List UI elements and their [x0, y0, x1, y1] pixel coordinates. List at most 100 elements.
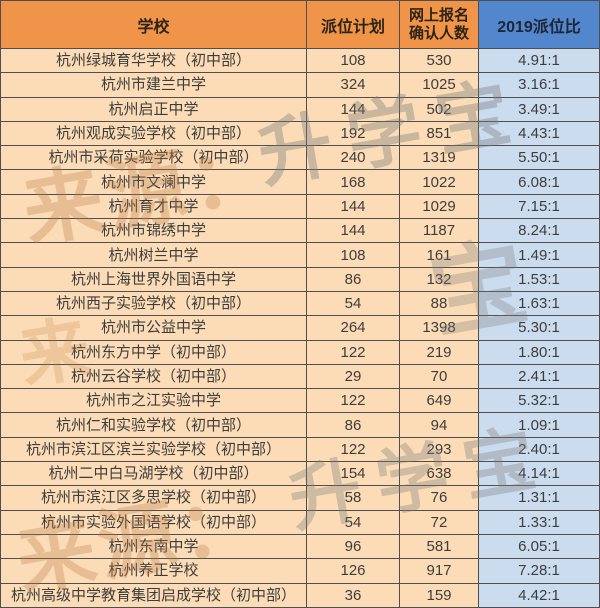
- table-row: 杭州云谷学校（初中部） 29 70 2.41:1: [1, 363, 599, 389]
- ratio-cell: 1.63:1: [478, 291, 599, 316]
- table-row: 杭州市滨江区滨兰实验学校（初中部） 122 293 2.40:1: [1, 436, 599, 462]
- table-row: 杭州仁和实验学校（初中部） 86 94 1.09:1: [1, 412, 599, 437]
- school-cell: 杭州市滨江区多思学校（初中部）: [1, 486, 306, 510]
- confirmed-cell: 219: [399, 340, 478, 364]
- plan-cell: 240: [306, 146, 399, 170]
- school-cell: 杭州绿城育华学校（初中部）: [1, 49, 306, 73]
- ratio-cell: 5.32:1: [478, 389, 599, 413]
- ratio-cell: 4.14:1: [478, 462, 599, 486]
- plan-cell: 324: [306, 73, 399, 97]
- ratio-cell: 7.15:1: [478, 194, 599, 219]
- table-row: 杭州东方中学（初中部） 122 219 1.80:1: [1, 339, 599, 364]
- confirmed-cell: 638: [399, 462, 478, 486]
- confirmed-cell: 581: [399, 534, 478, 559]
- confirmed-cell: 70: [399, 364, 478, 389]
- plan-cell: 122: [306, 340, 399, 364]
- table-row: 杭州高级中学教育集团启成学校（初中部） 36 159 4.42:1: [1, 582, 599, 607]
- school-cell: 杭州二中白马湖学校（初中部）: [1, 462, 306, 486]
- table-row: 杭州市采荷实验学校（初中部） 240 1319 5.50:1: [1, 145, 599, 170]
- table-row: 杭州西子实验学校（初中部） 54 88 1.63:1: [1, 290, 599, 316]
- confirmed-cell: 72: [399, 510, 478, 534]
- plan-cell: 144: [306, 219, 399, 243]
- school-cell: 杭州市之江实验中学: [1, 389, 306, 413]
- plan-cell: 96: [306, 534, 399, 559]
- confirmed-cell: 132: [399, 267, 478, 291]
- table-header-row: 学校 派位计划 网上报名 确认人数 2019派位比: [1, 1, 599, 49]
- plan-cell: 108: [306, 49, 399, 73]
- school-cell: 杭州东方中学（初中部）: [1, 340, 306, 364]
- header-plan: 派位计划: [306, 1, 399, 48]
- header-ratio: 2019派位比: [478, 1, 599, 48]
- ratio-cell: 4.42:1: [478, 583, 599, 607]
- plan-cell: 126: [306, 559, 399, 583]
- ratio-cell: 2.41:1: [478, 364, 599, 389]
- plan-cell: 86: [306, 267, 399, 291]
- ratio-cell: 8.24:1: [478, 219, 599, 243]
- confirmed-cell: 1029: [399, 194, 478, 219]
- table-row: 杭州育才中学 144 1029 7.15:1: [1, 193, 599, 219]
- confirmed-cell: 851: [399, 121, 478, 146]
- ratio-cell: 3.49:1: [478, 97, 599, 121]
- ratio-cell: 2.40:1: [478, 437, 599, 462]
- school-cell: 杭州市建兰中学: [1, 73, 306, 97]
- confirmed-cell: 161: [399, 243, 478, 267]
- school-cell: 杭州仁和实验学校（初中部）: [1, 413, 306, 437]
- plan-cell: 54: [306, 510, 399, 534]
- plan-cell: 122: [306, 437, 399, 462]
- table-row: 杭州市实验外国语学校（初中部） 54 72 1.33:1: [1, 509, 599, 534]
- plan-cell: 29: [306, 364, 399, 389]
- ratio-cell: 7.28:1: [478, 559, 599, 583]
- school-cell: 杭州观成实验学校（初中部）: [1, 121, 306, 146]
- school-cell: 杭州启正中学: [1, 97, 306, 121]
- school-cell: 杭州育才中学: [1, 194, 306, 219]
- school-cell: 杭州上海世界外国语中学: [1, 267, 306, 291]
- confirmed-cell: 159: [399, 583, 478, 607]
- table-row: 杭州市建兰中学 324 1025 3.16:1: [1, 72, 599, 97]
- table-row: 杭州养正学校 126 917 7.28:1: [1, 558, 599, 583]
- header-school: 学校: [1, 1, 306, 48]
- school-cell: 杭州树兰中学: [1, 243, 306, 267]
- ratio-cell: 6.08:1: [478, 170, 599, 194]
- confirmed-cell: 94: [399, 413, 478, 437]
- table-row: 杭州市滨江区多思学校（初中部） 58 76 1.31:1: [1, 485, 599, 510]
- plan-cell: 168: [306, 170, 399, 194]
- plan-cell: 108: [306, 243, 399, 267]
- confirmed-cell: 1398: [399, 316, 478, 340]
- table-row: 杭州市之江实验中学 122 649 5.32:1: [1, 388, 599, 413]
- confirmed-cell: 917: [399, 559, 478, 583]
- ratio-cell: 4.43:1: [478, 121, 599, 146]
- ratio-cell: 1.49:1: [478, 243, 599, 267]
- header-confirmed: 网上报名 确认人数: [399, 1, 478, 48]
- plan-cell: 86: [306, 413, 399, 437]
- confirmed-cell: 530: [399, 49, 478, 73]
- confirmed-cell: 649: [399, 389, 478, 413]
- table-row: 杭州市文澜中学 168 1022 6.08:1: [1, 169, 599, 194]
- table-row: 杭州上海世界外国语中学 86 132 1.53:1: [1, 266, 599, 291]
- school-cell: 杭州云谷学校（初中部）: [1, 364, 306, 389]
- ratio-cell: 1.80:1: [478, 340, 599, 364]
- plan-cell: 58: [306, 486, 399, 510]
- ratio-cell: 1.33:1: [478, 510, 599, 534]
- plan-cell: 264: [306, 316, 399, 340]
- school-cell: 杭州市实验外国语学校（初中部）: [1, 510, 306, 534]
- table-body: 杭州绿城育华学校（初中部） 108 530 4.91:1 杭州市建兰中学 324…: [1, 49, 599, 607]
- confirmed-cell: 1025: [399, 73, 478, 97]
- plan-cell: 144: [306, 194, 399, 219]
- school-cell: 杭州高级中学教育集团启成学校（初中部）: [1, 583, 306, 607]
- school-cell: 杭州市公益中学: [1, 316, 306, 340]
- plan-cell: 192: [306, 121, 399, 146]
- table-row: 杭州二中白马湖学校（初中部） 154 638 4.14:1: [1, 461, 599, 486]
- ratio-cell: 6.05:1: [478, 534, 599, 559]
- school-cell: 杭州西子实验学校（初中部）: [1, 291, 306, 316]
- confirmed-cell: 293: [399, 437, 478, 462]
- ratio-cell: 1.53:1: [478, 267, 599, 291]
- table-row: 杭州市公益中学 264 1398 5.30:1: [1, 315, 599, 340]
- ratio-cell: 5.50:1: [478, 146, 599, 170]
- ratio-cell: 1.31:1: [478, 486, 599, 510]
- confirmed-cell: 88: [399, 291, 478, 316]
- school-cell: 杭州市滨江区滨兰实验学校（初中部）: [1, 437, 306, 462]
- school-cell: 杭州市采荷实验学校（初中部）: [1, 146, 306, 170]
- plan-cell: 154: [306, 462, 399, 486]
- table-row: 杭州市锦绣中学 144 1187 8.24:1: [1, 218, 599, 243]
